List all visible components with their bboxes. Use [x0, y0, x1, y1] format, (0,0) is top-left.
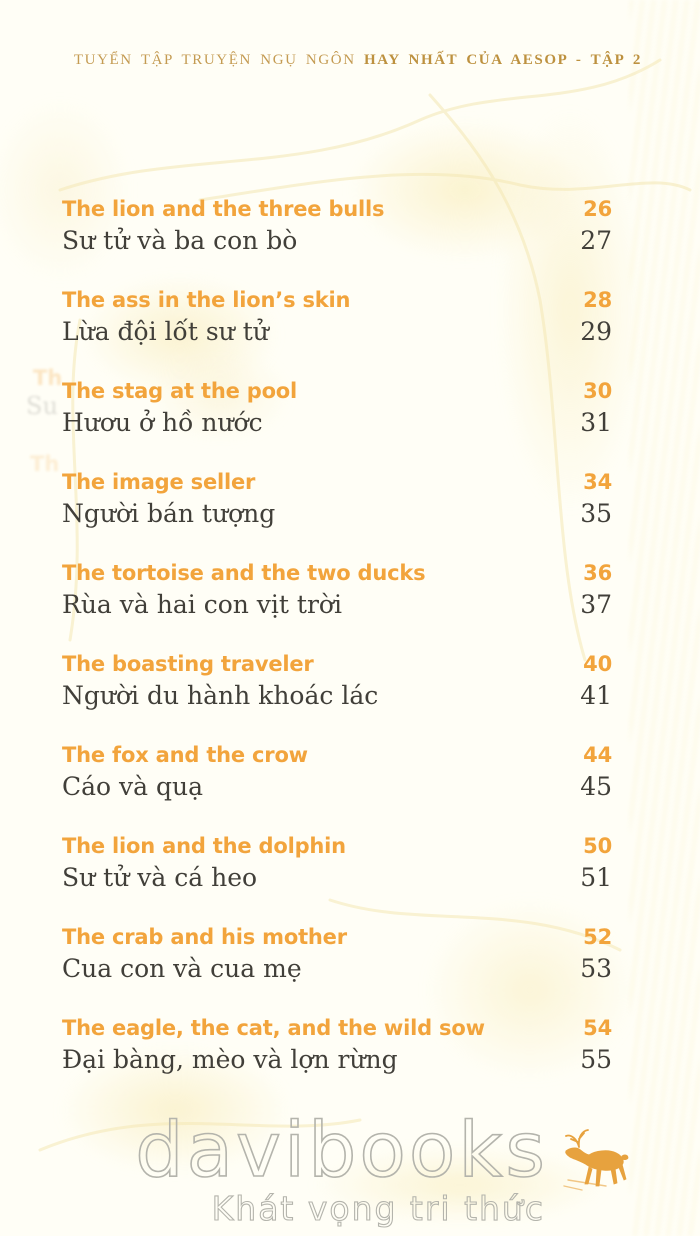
page-number-english: 52: [583, 925, 612, 949]
toc-list: The lion and the three bulls 26 Sư tử và…: [62, 194, 612, 1104]
toc-entry: The tortoise and the two ducks 36 Rùa và…: [62, 558, 612, 622]
story-title-vietnamese: Lừa đội lốt sư tử: [62, 317, 269, 346]
story-title-vietnamese: Hươu ở hồ nước: [62, 408, 263, 437]
page-number-english: 28: [583, 288, 612, 312]
page-number-english: 34: [583, 470, 612, 494]
toc-row-english: The crab and his mother 52: [62, 922, 612, 952]
toc-row-english: The stag at the pool 30: [62, 376, 612, 406]
toc-row-vietnamese: Cáo và quạ 45: [62, 770, 612, 804]
toc-entry: The lion and the three bulls 26 Sư tử và…: [62, 194, 612, 258]
toc-row-english: The eagle, the cat, and the wild sow 54: [62, 1013, 612, 1043]
story-title-english: The boasting traveler: [62, 652, 314, 676]
story-title-vietnamese: Người du hành khoác lác: [62, 681, 379, 710]
toc-entry: The boasting traveler 40 Người du hành k…: [62, 649, 612, 713]
story-title-english: The lion and the dolphin: [62, 834, 346, 858]
toc-row-english: The lion and the dolphin 50: [62, 831, 612, 861]
page-number-vietnamese: 51: [580, 863, 612, 892]
toc-row-english: The image seller 34: [62, 467, 612, 497]
deer-logo-icon: [563, 1129, 629, 1191]
toc-row-vietnamese: Rùa và hai con vịt trời 37: [62, 588, 612, 622]
page-number-english: 50: [583, 834, 612, 858]
story-title-english: The crab and his mother: [62, 925, 347, 949]
page-number-english: 40: [583, 652, 612, 676]
toc-row-english: The lion and the three bulls 26: [62, 194, 612, 224]
toc-row-english: The tortoise and the two ducks 36: [62, 558, 612, 588]
toc-row-vietnamese: Sư tử và cá heo 51: [62, 861, 612, 895]
story-title-english: The ass in the lion’s skin: [62, 288, 351, 312]
bleed-through-text: Su: [26, 392, 58, 420]
watermark-tagline: Khát vọng tri thức: [211, 1189, 545, 1228]
story-title-vietnamese: Sư tử và cá heo: [62, 863, 258, 892]
toc-row-vietnamese: Lừa đội lốt sư tử 29: [62, 315, 612, 349]
scan-edge-texture: [630, 0, 700, 1236]
page-number-vietnamese: 37: [580, 590, 612, 619]
story-title-english: The eagle, the cat, and the wild sow: [62, 1016, 485, 1040]
page-number-english: 54: [583, 1016, 612, 1040]
page-number-vietnamese: 53: [580, 954, 612, 983]
toc-row-vietnamese: Đại bàng, mèo và lợn rừng 55: [62, 1043, 612, 1077]
toc-row-vietnamese: Người bán tượng 35: [62, 497, 612, 531]
page-number-english: 30: [583, 379, 612, 403]
story-title-english: The fox and the crow: [62, 743, 308, 767]
story-title-english: The tortoise and the two ducks: [62, 561, 426, 585]
toc-entry: The fox and the crow 44 Cáo và quạ 45: [62, 740, 612, 804]
toc-entry: The crab and his mother 52 Cua con và cu…: [62, 922, 612, 986]
page-number-english: 44: [583, 743, 612, 767]
page-number-english: 26: [583, 197, 612, 221]
toc-row-english: The ass in the lion’s skin 28: [62, 285, 612, 315]
bleed-through-text: Th: [33, 366, 63, 390]
story-title-english: The lion and the three bulls: [62, 197, 385, 221]
running-header-series: TUYỂN TẬP TRUYỆN NGỤ NGÔN: [73, 52, 356, 68]
page-number-vietnamese: 55: [580, 1045, 612, 1074]
page-number-vietnamese: 35: [580, 499, 612, 528]
story-title-vietnamese: Người bán tượng: [62, 499, 276, 528]
page-number-english: 36: [583, 561, 612, 585]
page-number-vietnamese: 27: [580, 226, 612, 255]
story-title-english: The image seller: [62, 470, 256, 494]
running-header: TUYỂN TẬP TRUYỆN NGỤ NGÔN HAY NHẤT CỦA A…: [0, 52, 642, 69]
bleed-through-text: Th: [30, 452, 60, 476]
story-title-vietnamese: Sư tử và ba con bò: [62, 226, 298, 255]
toc-entry: The stag at the pool 30 Hươu ở hồ nước 3…: [62, 376, 612, 440]
running-header-volume: HAY NHẤT CỦA AESOP - TẬP 2: [364, 52, 642, 68]
story-title-vietnamese: Rùa và hai con vịt trời: [62, 590, 342, 619]
page-number-vietnamese: 41: [580, 681, 612, 710]
davibooks-wordmark: davibooks: [134, 1105, 548, 1194]
toc-entry: The eagle, the cat, and the wild sow 54 …: [62, 1013, 612, 1077]
story-title-vietnamese: Cáo và quạ: [62, 772, 204, 801]
toc-entry: The lion and the dolphin 50 Sư tử và cá …: [62, 831, 612, 895]
story-title-english: The stag at the pool: [62, 379, 298, 403]
toc-row-english: The fox and the crow 44: [62, 740, 612, 770]
page-number-vietnamese: 29: [580, 317, 612, 346]
story-title-vietnamese: Đại bàng, mèo và lợn rừng: [62, 1045, 398, 1074]
toc-row-english: The boasting traveler 40: [62, 649, 612, 679]
toc-row-vietnamese: Sư tử và ba con bò 27: [62, 224, 612, 258]
page-number-vietnamese: 45: [580, 772, 612, 801]
toc-row-vietnamese: Cua con và cua mẹ 53: [62, 952, 612, 986]
toc-row-vietnamese: Hươu ở hồ nước 31: [62, 406, 612, 440]
story-title-vietnamese: Cua con và cua mẹ: [62, 954, 302, 983]
toc-entry: The image seller 34 Người bán tượng 35: [62, 467, 612, 531]
page-number-vietnamese: 31: [580, 408, 612, 437]
toc-row-vietnamese: Người du hành khoác lác 41: [62, 679, 612, 713]
toc-entry: The ass in the lion’s skin 28 Lừa đội lố…: [62, 285, 612, 349]
